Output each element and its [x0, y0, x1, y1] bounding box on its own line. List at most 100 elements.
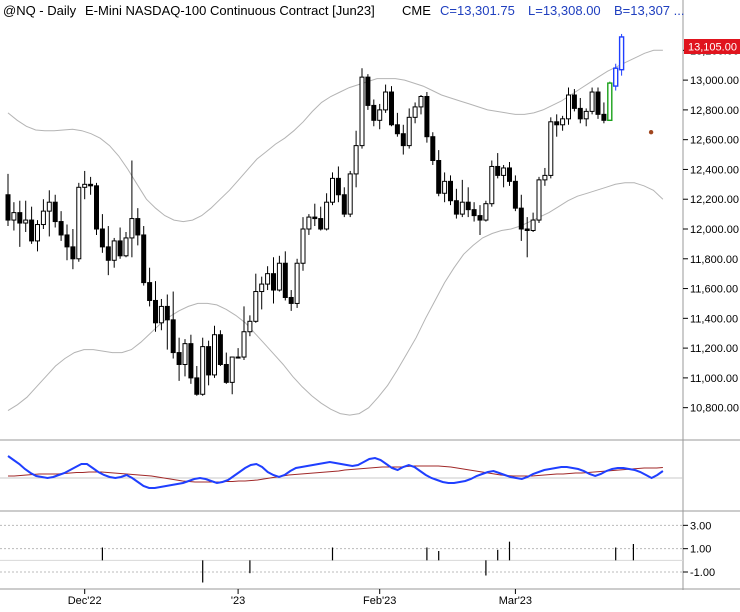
candle-body: [436, 160, 442, 194]
candle-body: [70, 246, 76, 260]
candle-body: [501, 167, 507, 176]
candle-body: [483, 203, 489, 221]
candle-body: [324, 201, 330, 230]
candle-body: [194, 377, 200, 395]
candle-body: [52, 201, 58, 223]
candle-body: [141, 234, 147, 284]
candle-body: [259, 283, 265, 293]
price-axis: 13,200.0013,000.0012,800.0012,600.0012,4…: [683, 45, 739, 415]
candle-body: [347, 173, 353, 215]
histogram-tick-label: -1.00: [690, 567, 715, 579]
price-tick-label: 12,600.00: [690, 135, 739, 147]
price-tick-label: 12,800.00: [690, 105, 739, 117]
candle-body: [64, 234, 70, 248]
candle-body: [536, 179, 542, 221]
candle-body: [164, 305, 170, 321]
candle-body: [147, 282, 153, 301]
candle-body: [111, 240, 117, 261]
candle-body: [5, 194, 11, 221]
price-tick-label: 12,000.00: [690, 224, 739, 236]
time-tick-label: '23: [231, 595, 245, 607]
candle-body: [489, 165, 495, 205]
candle-body: [371, 104, 377, 121]
histogram-tick-label: 3.00: [690, 520, 711, 532]
candle-body: [335, 177, 341, 196]
candle-body: [217, 334, 223, 365]
histogram-tick-label: 1.00: [690, 544, 711, 556]
time-tick-label: Feb'23: [363, 595, 396, 607]
candle-body: [389, 91, 394, 126]
candle-body: [105, 246, 111, 261]
oscillator-main-line: [7, 455, 664, 489]
candle-body: [566, 94, 571, 120]
candle-body: [288, 296, 294, 304]
candle-body: [170, 319, 176, 354]
price-tick-label: 11,600.00: [690, 284, 738, 296]
candles: [5, 33, 654, 396]
candle-body: [312, 216, 318, 220]
candle-body: [418, 95, 424, 108]
price-tick-label: 11,000.00: [690, 373, 738, 385]
candle-body: [229, 356, 235, 383]
price-tick-label: 10,800.00: [690, 403, 739, 415]
candle-body: [265, 273, 271, 285]
price-tick-label: 12,200.00: [690, 194, 739, 206]
header-symbol: @NQ - Daily: [3, 3, 77, 18]
candle-body: [341, 194, 347, 215]
candle-body: [453, 200, 459, 215]
last-price-tag: 13,105.00: [688, 42, 737, 54]
candle-body: [465, 201, 471, 211]
candle-body: [276, 262, 282, 291]
candle-body: [158, 305, 164, 324]
candle-body: [424, 95, 430, 138]
candle-body: [618, 36, 625, 71]
envelope-lines: [7, 49, 664, 416]
time-tick-label: Mar'23: [499, 595, 532, 607]
header-low: L=13,308.00: [528, 3, 601, 18]
candle-body: [29, 219, 35, 242]
candle-body: [507, 167, 512, 182]
header-exchange: CME: [402, 3, 431, 18]
price-tick-label: 11,800.00: [690, 254, 738, 266]
candle-body: [135, 218, 141, 236]
candle-body: [306, 216, 312, 230]
candle-body: [560, 118, 566, 126]
price-tick-label: 13,000.00: [690, 75, 739, 87]
candle-body: [542, 174, 548, 181]
candle-body: [294, 262, 300, 304]
candle-body: [406, 116, 412, 147]
candle-body: [548, 121, 554, 176]
candle-body: [200, 346, 206, 395]
time-axis: Dec'22 '23 Feb'23 Mar'23: [68, 589, 532, 607]
candle-body: [577, 107, 583, 120]
candle-body: [99, 228, 105, 248]
header-instrument: E-Mini NASDAQ-100 Continuous Contract [J…: [85, 3, 375, 18]
candle-body: [394, 124, 400, 135]
candle-body: [448, 180, 453, 202]
candle-body: [212, 334, 217, 376]
candle-body: [271, 273, 276, 291]
header-close: C=13,301.75: [440, 3, 515, 18]
candle-body: [17, 212, 23, 224]
last-price-tag-bg: [684, 39, 740, 54]
candle-body: [58, 221, 64, 236]
candle-body: [524, 228, 530, 231]
candle-body: [589, 91, 595, 112]
candle-body: [554, 121, 560, 126]
candle-body: [442, 180, 448, 194]
candle-body: [459, 201, 465, 215]
candle-body: [365, 76, 371, 106]
oscillator-pane: [0, 455, 683, 489]
candle-body: [477, 215, 483, 221]
candle-body: [253, 291, 259, 322]
candle-body: [117, 240, 123, 257]
candle-body: [318, 218, 324, 230]
candle-body: [412, 106, 418, 118]
oscillator-signal-line: [8, 465, 663, 483]
histogram-pane: 3.00 1.00 -1.00: [0, 520, 715, 583]
candle-body: [82, 183, 88, 188]
candle-body: [383, 91, 389, 111]
candle-body: [330, 177, 335, 203]
